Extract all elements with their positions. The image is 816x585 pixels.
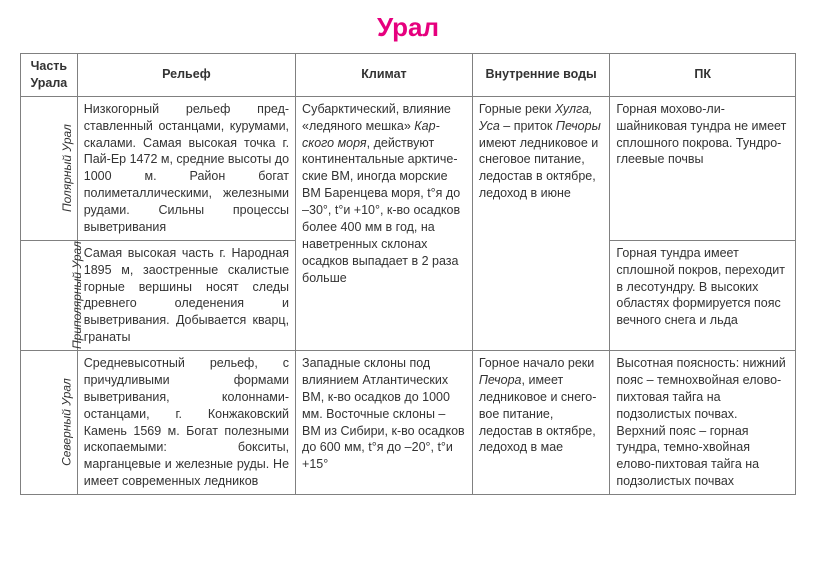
row-part-polar: Полярный Урал [21, 96, 78, 240]
page-title: Урал [20, 12, 796, 43]
table-header-row: Часть Урала Рельеф Климат Внутренние вод… [21, 54, 796, 97]
table-row: Полярный Урал Низкогорный рельеф пред­ст… [21, 96, 796, 240]
cell-pk: Горная мохово-ли­шайниковая тундра не им… [610, 96, 796, 240]
cell-relief: Низкогорный рельеф пред­ставленный остан… [77, 96, 295, 240]
col-header-relief: Рельеф [77, 54, 295, 97]
cell-water-merged: Горные реки Хулга, Уса – приток Пе­чоры … [472, 96, 610, 350]
row-part-pripolar: Приполярный Урал [21, 240, 78, 350]
col-header-part: Часть Урала [21, 54, 78, 97]
cell-water: Горное на­чало реки Печора, име­ет ледни… [472, 351, 610, 495]
col-header-pk: ПК [610, 54, 796, 97]
cell-relief: Средневысотный рельеф, с причудливыми фо… [77, 351, 295, 495]
cell-climate-merged: Субарктический, влияние «ледяно­го мешка… [296, 96, 473, 350]
table-row: Северный Урал Средневысотный рельеф, с п… [21, 351, 796, 495]
cell-pk: Высотная поясность: нижний пояс – тем­но… [610, 351, 796, 495]
col-header-climate: Климат [296, 54, 473, 97]
col-header-water: Внутренние воды [472, 54, 610, 97]
row-part-northern: Северный Урал [21, 351, 78, 495]
cell-pk: Горная тундра имеет сплошной покров, пер… [610, 240, 796, 350]
cell-relief: Самая высокая часть г. Народная 1895 м, … [77, 240, 295, 350]
cell-climate: Западные склоны под влиянием Ат­лантичес… [296, 351, 473, 495]
ural-table: Часть Урала Рельеф Климат Внутренние вод… [20, 53, 796, 495]
